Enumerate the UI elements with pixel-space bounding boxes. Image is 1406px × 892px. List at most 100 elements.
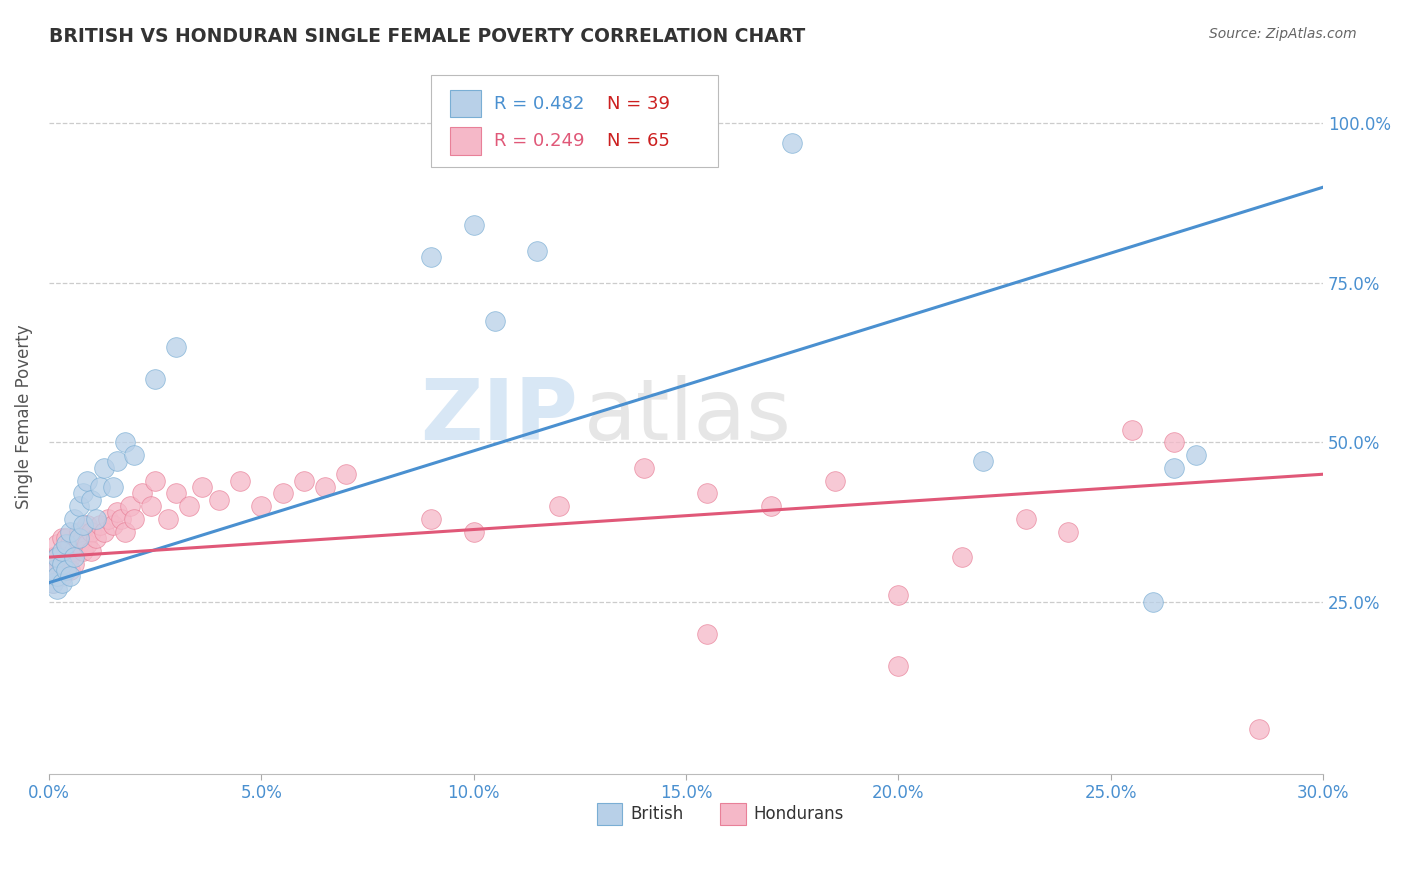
Point bbox=[55, 537, 77, 551]
Point bbox=[80, 524, 103, 539]
Text: R = 0.249: R = 0.249 bbox=[494, 132, 583, 150]
Point bbox=[1142, 595, 1164, 609]
Point bbox=[89, 480, 111, 494]
Point bbox=[59, 550, 82, 565]
Point bbox=[696, 626, 718, 640]
Point bbox=[824, 474, 846, 488]
Point bbox=[420, 251, 443, 265]
Point bbox=[89, 518, 111, 533]
Point bbox=[143, 371, 166, 385]
Point bbox=[46, 582, 69, 596]
Point bbox=[292, 474, 315, 488]
Point bbox=[972, 454, 994, 468]
Point bbox=[314, 480, 336, 494]
Text: ZIP: ZIP bbox=[420, 376, 578, 458]
Point bbox=[55, 557, 77, 571]
Point bbox=[67, 537, 90, 551]
Text: atlas: atlas bbox=[583, 376, 792, 458]
Point bbox=[51, 557, 73, 571]
Text: BRITISH VS HONDURAN SINGLE FEMALE POVERTY CORRELATION CHART: BRITISH VS HONDURAN SINGLE FEMALE POVERT… bbox=[49, 27, 806, 45]
Point bbox=[72, 486, 94, 500]
Point bbox=[97, 512, 120, 526]
FancyBboxPatch shape bbox=[598, 803, 623, 825]
Point bbox=[1163, 435, 1185, 450]
Point bbox=[84, 512, 107, 526]
Point bbox=[101, 480, 124, 494]
Point bbox=[118, 499, 141, 513]
Text: Source: ZipAtlas.com: Source: ZipAtlas.com bbox=[1209, 27, 1357, 41]
Text: Hondurans: Hondurans bbox=[754, 805, 844, 823]
Point bbox=[59, 569, 82, 583]
Point bbox=[1015, 512, 1038, 526]
Point bbox=[67, 524, 90, 539]
Point bbox=[42, 563, 65, 577]
Point bbox=[110, 512, 132, 526]
Point bbox=[335, 467, 357, 482]
Point bbox=[93, 460, 115, 475]
Point bbox=[122, 448, 145, 462]
Point bbox=[156, 512, 179, 526]
Point bbox=[420, 512, 443, 526]
Point bbox=[484, 314, 506, 328]
Point bbox=[143, 474, 166, 488]
Point bbox=[46, 563, 69, 577]
Point bbox=[122, 512, 145, 526]
Text: British: British bbox=[630, 805, 683, 823]
Point bbox=[55, 563, 77, 577]
Point bbox=[55, 531, 77, 545]
Point bbox=[72, 543, 94, 558]
Point bbox=[63, 512, 86, 526]
Point bbox=[105, 454, 128, 468]
Point bbox=[165, 340, 187, 354]
Point bbox=[179, 499, 201, 513]
Point bbox=[114, 524, 136, 539]
Point bbox=[191, 480, 214, 494]
Point bbox=[1249, 723, 1271, 737]
Point bbox=[250, 499, 273, 513]
Point bbox=[59, 524, 82, 539]
Point bbox=[950, 550, 973, 565]
Point bbox=[1163, 460, 1185, 475]
Point bbox=[547, 499, 569, 513]
Point bbox=[84, 531, 107, 545]
Point bbox=[105, 506, 128, 520]
Point bbox=[696, 116, 718, 130]
Point bbox=[46, 569, 69, 583]
Point bbox=[887, 658, 910, 673]
Point bbox=[51, 557, 73, 571]
Y-axis label: Single Female Poverty: Single Female Poverty bbox=[15, 325, 32, 509]
Point bbox=[46, 537, 69, 551]
Point bbox=[67, 531, 90, 545]
Point bbox=[759, 499, 782, 513]
Point bbox=[1121, 423, 1143, 437]
FancyBboxPatch shape bbox=[450, 90, 481, 118]
Point bbox=[46, 550, 69, 565]
Point bbox=[76, 474, 98, 488]
Point bbox=[46, 550, 69, 565]
Point bbox=[63, 543, 86, 558]
Point bbox=[633, 460, 655, 475]
Point bbox=[72, 518, 94, 533]
Point bbox=[887, 589, 910, 603]
FancyBboxPatch shape bbox=[432, 75, 718, 167]
Point bbox=[780, 136, 803, 150]
Point bbox=[165, 486, 187, 500]
Point bbox=[1184, 448, 1206, 462]
Point bbox=[59, 537, 82, 551]
Point bbox=[63, 557, 86, 571]
Point bbox=[76, 518, 98, 533]
Point bbox=[271, 486, 294, 500]
Point bbox=[55, 543, 77, 558]
FancyBboxPatch shape bbox=[720, 803, 747, 825]
Point bbox=[72, 531, 94, 545]
FancyBboxPatch shape bbox=[450, 128, 481, 154]
Point bbox=[42, 575, 65, 590]
Point bbox=[1057, 524, 1080, 539]
Point bbox=[526, 244, 548, 258]
Point bbox=[63, 550, 86, 565]
Point bbox=[42, 550, 65, 565]
Point bbox=[80, 543, 103, 558]
Point bbox=[51, 575, 73, 590]
Point bbox=[59, 563, 82, 577]
Point bbox=[131, 486, 153, 500]
